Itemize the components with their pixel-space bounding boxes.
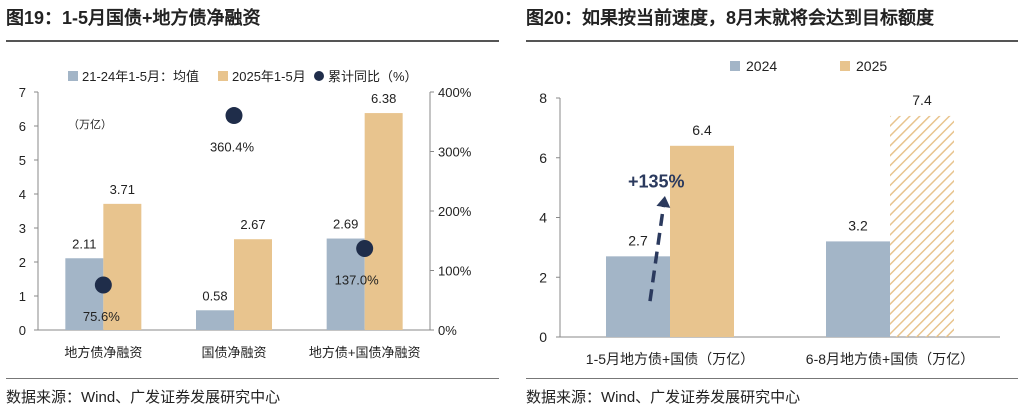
chart-panel-fig20: 图20：如果按当前速度，8月末就将会达到目标额度 0 2 4 6 8 2024 2025 2.…	[520, 0, 1024, 412]
legend-swatch	[68, 71, 78, 81]
chart-title: 图20：如果按当前速度，8月末就将会达到目标额度	[526, 8, 935, 28]
y-tick-label: 2	[539, 269, 547, 285]
bar-avg	[196, 310, 234, 330]
source-note: 数据来源：Wind、广发证券发展研究中心	[6, 389, 281, 406]
legend-swatch	[840, 61, 850, 71]
bar-value-label: 7.4	[912, 92, 932, 108]
y-tick-label: 8	[539, 90, 547, 106]
yoy-value-label: 75.6%	[83, 309, 120, 324]
chart-fig19-svg: 0 1 2 3 4 5 6 7 0% 100% 200% 300% 400% （万亿） 21-24年1-5月…	[19, 69, 472, 360]
y-tick-label: 3	[19, 221, 26, 236]
source-divider	[526, 378, 1018, 379]
y2-tick-label: 0%	[438, 323, 457, 338]
chart-fig20-svg: 0 2 4 6 8 2024 2025 2.7 6.4 1-5月地方债+国债（万亿） 3.2 7.4 6…	[539, 58, 1000, 367]
yoy-value-label: 360.4%	[210, 140, 255, 155]
bar-2025	[234, 239, 272, 330]
bar-value-label: 2.69	[333, 217, 358, 232]
legend-label: 2024	[746, 58, 777, 74]
legend-swatch	[730, 61, 740, 71]
bar-value-label: 3.2	[848, 217, 868, 233]
y-tick-label: 1	[19, 289, 26, 304]
bar-2025	[670, 145, 734, 337]
title-divider	[6, 40, 499, 42]
legend-label: 2025年1-5月	[232, 69, 306, 84]
bar-value-label: 2.11	[72, 236, 96, 251]
yoy-point	[356, 239, 374, 257]
bar-value-label: 3.71	[110, 182, 135, 197]
chart-title: 图19：1-5月国债+地方债净融资	[6, 8, 261, 28]
bar-2024	[606, 256, 670, 337]
legend-swatch	[218, 71, 228, 81]
bar-2024	[826, 241, 890, 337]
bar-value-label: 6.38	[371, 91, 396, 106]
bar-value-label: 0.58	[202, 288, 227, 303]
title-divider	[526, 40, 1018, 42]
unit-label: （万亿）	[68, 118, 112, 131]
bar-value-label: 2.7	[628, 232, 648, 248]
x-category-label: 国债净融资	[201, 345, 266, 360]
bar-avg	[65, 258, 104, 330]
y-tick-label: 0	[19, 323, 26, 338]
legend-label: 21-24年1-5月：均值	[82, 69, 199, 84]
y2-tick-label: 300%	[438, 145, 472, 160]
y-tick-label: 7	[19, 85, 26, 100]
y-tick-label: 5	[19, 153, 26, 168]
bar-value-label: 2.67	[240, 217, 265, 232]
y-tick-label: 2	[19, 255, 26, 270]
bar-2025	[103, 203, 142, 330]
growth-arrow-head	[656, 196, 671, 208]
y-tick-label: 4	[19, 187, 26, 202]
source-divider	[6, 378, 499, 379]
growth-annotation: +135%	[628, 172, 685, 192]
x-category-label: 1-5月地方债+国债（万亿）	[586, 351, 754, 367]
growth-arrow-line	[648, 202, 666, 302]
y-tick-label: 6	[19, 119, 26, 134]
source-note: 数据来源：Wind、广发证券发展研究中心	[526, 389, 801, 406]
bar-2025	[890, 115, 954, 337]
x-category-label: 地方债+国债净融资	[309, 345, 421, 360]
legend-label: 累计同比（%）	[328, 69, 418, 84]
bar-value-label: 6.4	[692, 122, 712, 138]
yoy-point	[225, 107, 243, 125]
y-tick-label: 6	[539, 150, 547, 166]
y-tick-label: 0	[539, 329, 547, 345]
x-category-label: 6-8月地方债+国债（万亿）	[806, 351, 974, 367]
yoy-point	[94, 276, 112, 294]
legend-marker	[314, 71, 324, 81]
y2-tick-label: 400%	[438, 85, 472, 100]
y-tick-label: 4	[539, 210, 547, 226]
bar-2025	[364, 113, 403, 330]
yoy-value-label: 137.0%	[335, 272, 380, 287]
chart-panel-fig19: 图19：1-5月国债+地方债净融资 0 1 2 3 4 5 6 7 0% 100% 200% 300%…	[0, 0, 505, 412]
y2-tick-label: 100%	[438, 264, 472, 279]
y2-tick-label: 200%	[438, 204, 472, 219]
x-category-label: 地方债净融资	[64, 345, 142, 360]
legend-label: 2025	[856, 58, 887, 74]
